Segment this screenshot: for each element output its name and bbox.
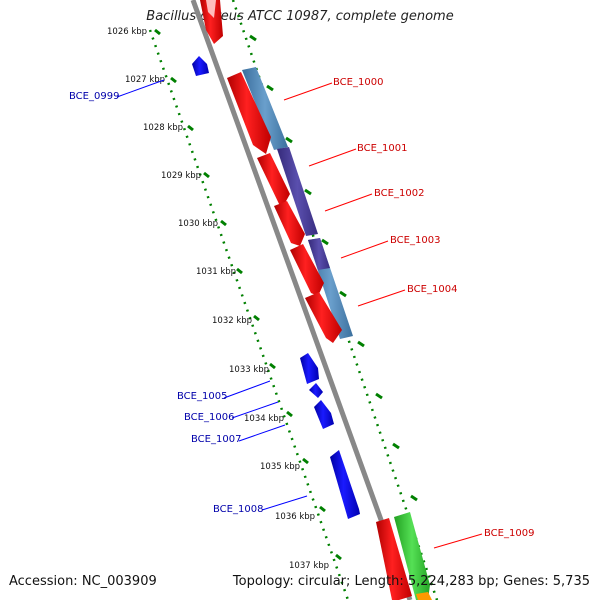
tick-label-1030: 1030 kbp	[178, 219, 218, 229]
tick-label-1033: 1033 kbp	[229, 365, 269, 375]
gene-bce-1006[interactable]	[309, 383, 323, 398]
gene-bce-1009-red[interactable]	[376, 518, 412, 600]
tick-label-1035: 1035 kbp	[260, 462, 300, 472]
gene-top-partial-red[interactable]	[200, 0, 223, 44]
gene-bce-0999[interactable]	[192, 56, 209, 76]
tick-label-1037: 1037 kbp	[289, 561, 329, 571]
label-bce-0999[interactable]: BCE_0999	[69, 91, 119, 102]
gene-bce-1003[interactable]	[290, 244, 324, 296]
tick-label-1034: 1034 kbp	[244, 414, 284, 424]
genome-summary-text: Topology: circular; Length: 5,224,283 bp…	[232, 574, 590, 589]
tick-label-1026: 1026 kbp	[107, 27, 147, 37]
label-bce-1004[interactable]: BCE_1004	[407, 284, 457, 295]
tick-label-1031: 1031 kbp	[196, 267, 236, 277]
kbp-tick-marks	[154, 28, 342, 561]
gene-top-partial-pink[interactable]	[206, 0, 216, 18]
gene-bce-1007[interactable]	[314, 400, 334, 429]
tick-label-1032: 1032 kbp	[212, 316, 252, 326]
feature-track-steel-1[interactable]	[242, 67, 288, 150]
feature-track-purple-1[interactable]	[277, 147, 318, 236]
label-bce-1008[interactable]: BCE_1008	[213, 504, 263, 515]
gene-bce-1001[interactable]	[257, 153, 290, 206]
label-bce-1009[interactable]: BCE_1009	[484, 528, 534, 539]
gene-bce-1005[interactable]	[300, 353, 319, 384]
accession-text: Accession: NC_003909	[9, 574, 157, 589]
tick-label-1036: 1036 kbp	[275, 512, 315, 522]
label-bce-1001[interactable]: BCE_1001	[357, 143, 407, 154]
gene-bce-1009-green[interactable]	[394, 512, 430, 600]
genome-backbone	[190, 0, 413, 600]
tick-label-1028: 1028 kbp	[143, 123, 183, 133]
label-bce-1000[interactable]: BCE_1000	[333, 77, 383, 88]
label-bce-1005[interactable]: BCE_1005	[177, 391, 227, 402]
map-title: Bacillus cereus ATCC 10987, complete gen…	[146, 9, 454, 24]
gene-bce-1000[interactable]	[227, 72, 271, 154]
tick-label-1029: 1029 kbp	[161, 171, 201, 181]
label-bce-1006[interactable]: BCE_1006	[184, 412, 234, 423]
label-bce-1002[interactable]: BCE_1002	[374, 188, 424, 199]
tick-label-1027: 1027 kbp	[125, 75, 165, 85]
gene-bce-1002[interactable]	[274, 201, 305, 246]
gene-bottom-orange[interactable]	[416, 592, 432, 600]
label-bce-1003[interactable]: BCE_1003	[390, 235, 440, 246]
feature-track-purple-2[interactable]	[308, 238, 330, 270]
right-ruler-ticks	[249, 34, 418, 502]
gene-bce-1004[interactable]	[305, 292, 342, 343]
gene-bce-1008[interactable]	[330, 450, 360, 519]
label-bce-1007[interactable]: BCE_1007	[191, 434, 241, 445]
